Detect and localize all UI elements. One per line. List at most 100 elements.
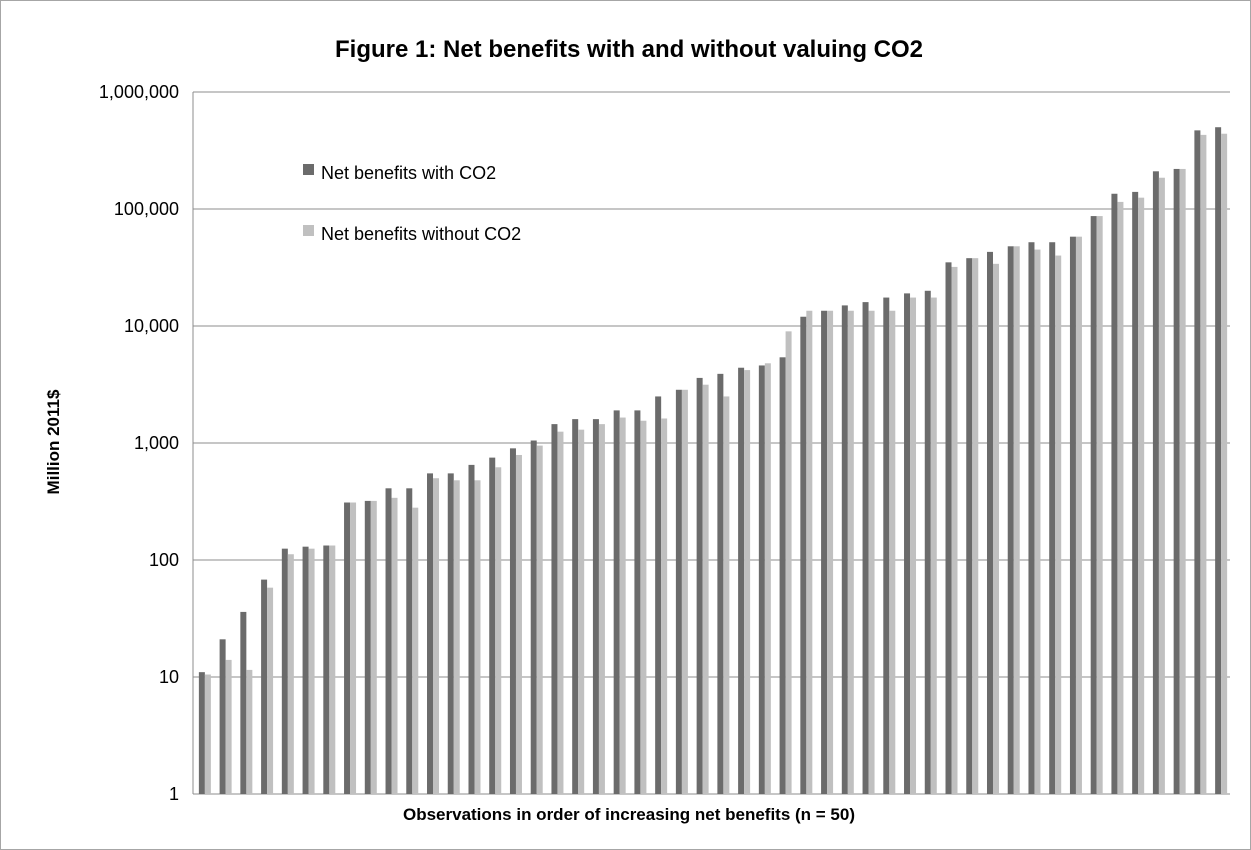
bar-with-co2 <box>675 389 682 794</box>
bar-without-co2 <box>930 297 937 794</box>
bar-with-co2 <box>447 473 454 794</box>
bar-with-co2 <box>966 258 973 794</box>
y-tick-labels: 1 10 100 1,000 10,000 100,000 1,000,000 <box>99 82 179 804</box>
bar-without-co2 <box>1138 197 1145 794</box>
bar-without-co2 <box>1075 236 1082 794</box>
bar-with-co2 <box>302 546 309 794</box>
y-tick-label: 10,000 <box>124 316 179 336</box>
bar-without-co2 <box>329 545 336 794</box>
bar-with-co2 <box>841 305 848 794</box>
bar-with-co2 <box>1132 191 1139 794</box>
bar-without-co2 <box>1013 246 1020 795</box>
bar-without-co2 <box>536 445 543 794</box>
bar-without-co2 <box>661 418 668 794</box>
bar-with-co2 <box>489 457 496 794</box>
bar-without-co2 <box>889 310 896 794</box>
bar-with-co2 <box>323 545 330 794</box>
legend: Net benefits with CO2 Net benefits witho… <box>303 163 521 244</box>
bar-with-co2 <box>530 440 537 794</box>
bar-with-co2 <box>945 262 952 795</box>
legend-swatch-with-co2 <box>303 164 314 175</box>
bar-without-co2 <box>246 669 253 794</box>
bar-with-co2 <box>655 396 662 794</box>
bar-with-co2 <box>986 251 993 794</box>
bar-with-co2 <box>344 502 351 794</box>
bar-without-co2 <box>1158 177 1165 795</box>
bar-without-co2 <box>806 310 813 794</box>
x-axis-label: Observations in order of increasing net … <box>403 805 855 824</box>
y-tick-label: 100 <box>149 550 179 570</box>
bar-with-co2 <box>904 293 911 794</box>
bar-with-co2 <box>613 410 620 794</box>
bar-without-co2 <box>495 467 502 794</box>
bar-without-co2 <box>453 480 460 794</box>
bar-with-co2 <box>738 367 745 794</box>
bar-without-co2 <box>350 502 357 794</box>
bar-with-co2 <box>551 424 558 794</box>
bar-with-co2 <box>198 672 205 794</box>
bar-without-co2 <box>847 310 854 794</box>
bar-with-co2 <box>883 297 890 794</box>
bar-without-co2 <box>391 497 398 794</box>
bar-without-co2 <box>557 431 564 794</box>
bars <box>198 127 1228 795</box>
bar-with-co2 <box>1090 216 1097 794</box>
bar-without-co2 <box>412 507 419 794</box>
legend-label-with-co2: Net benefits with CO2 <box>321 163 496 183</box>
bar-without-co2 <box>827 310 834 794</box>
bar-with-co2 <box>364 500 371 794</box>
bar-with-co2 <box>1028 242 1035 795</box>
bar-without-co2 <box>723 396 730 794</box>
chart-title: Figure 1: Net benefits with and without … <box>335 36 923 63</box>
bar-with-co2 <box>572 419 579 794</box>
bar-without-co2 <box>474 480 481 794</box>
bar-without-co2 <box>681 389 688 794</box>
bar-with-co2 <box>427 473 434 794</box>
bar-with-co2 <box>240 611 247 794</box>
bar-with-co2 <box>1194 130 1201 795</box>
bar-with-co2 <box>1173 168 1180 794</box>
bar-with-co2 <box>717 373 724 794</box>
bar-with-co2 <box>219 639 226 794</box>
legend-swatch-without-co2 <box>303 225 314 236</box>
bar-with-co2 <box>1069 236 1076 794</box>
bar-with-co2 <box>779 357 786 794</box>
bar-with-co2 <box>406 488 413 794</box>
bar-without-co2 <box>785 331 792 794</box>
bar-without-co2 <box>1117 201 1124 794</box>
bar-without-co2 <box>744 370 751 794</box>
bar-without-co2 <box>1034 249 1041 794</box>
bar-without-co2 <box>992 263 999 794</box>
bar-without-co2 <box>1055 255 1062 794</box>
bar-without-co2 <box>868 310 875 794</box>
bar-without-co2 <box>910 297 917 794</box>
legend-label-without-co2: Net benefits without CO2 <box>321 224 521 244</box>
bar-with-co2 <box>821 310 828 794</box>
bar-without-co2 <box>619 417 626 794</box>
y-tick-label: 100,000 <box>114 199 179 219</box>
bar-without-co2 <box>1096 216 1103 794</box>
bar-with-co2 <box>509 448 516 794</box>
y-axis-label: Million 2011$ <box>44 389 63 494</box>
bar-without-co2 <box>972 258 979 794</box>
bar-with-co2 <box>800 316 807 794</box>
bar-with-co2 <box>758 365 765 794</box>
bar-with-co2 <box>924 290 931 794</box>
bar-without-co2 <box>433 478 440 794</box>
y-tick-label: 1 <box>169 784 179 804</box>
bar-without-co2 <box>287 554 294 794</box>
bar-without-co2 <box>225 659 232 794</box>
bar-without-co2 <box>764 363 771 794</box>
y-tick-label: 1,000,000 <box>99 82 179 102</box>
y-tick-label: 1,000 <box>134 433 179 453</box>
bar-with-co2 <box>1215 127 1222 795</box>
bar-without-co2 <box>267 587 274 794</box>
bar-without-co2 <box>640 420 647 794</box>
bar-without-co2 <box>1179 168 1186 794</box>
bar-with-co2 <box>634 410 641 794</box>
bar-with-co2 <box>1049 242 1056 795</box>
bar-without-co2 <box>308 548 315 794</box>
bar-with-co2 <box>468 464 475 794</box>
